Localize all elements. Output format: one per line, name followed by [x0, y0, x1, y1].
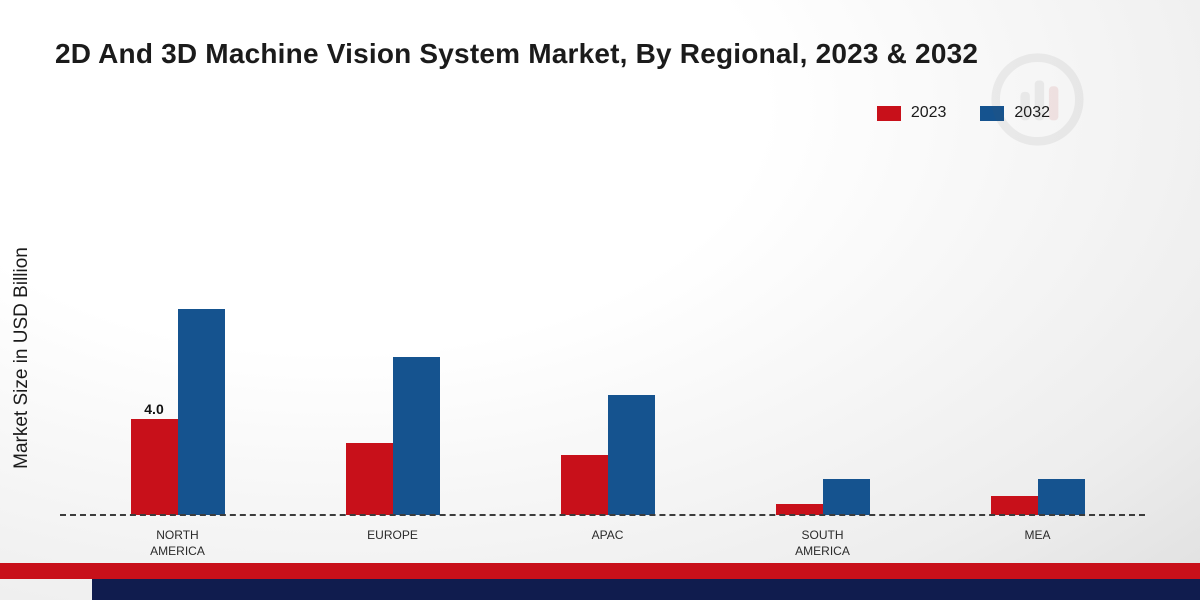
legend-swatch-icon — [980, 105, 1005, 121]
x-axis-baseline — [60, 514, 1145, 516]
category-label: APAC — [591, 528, 624, 542]
bar-2023 — [560, 455, 608, 515]
bar-value-label: 4.0 — [144, 401, 164, 417]
bar-2023 — [990, 495, 1038, 515]
bar-plot-area: 4.0 NORTH AMERICA EUROPE APAC SOUTH AMERICA M… — [70, 215, 1145, 558]
bar-2023 — [775, 504, 823, 515]
bar-group: MEA — [990, 479, 1085, 542]
legend: 2023 2032 — [876, 104, 1050, 122]
bar-group: 4.0 NORTH AMERICA — [130, 308, 225, 558]
legend-label: 2032 — [1014, 104, 1050, 121]
category-label: SOUTH AMERICA — [795, 528, 850, 559]
legend-item-2032: 2032 — [980, 104, 1050, 122]
page-title: 2D And 3D Machine Vision System Market, … — [55, 38, 979, 69]
y-axis-label: Market Size in USD Billion — [11, 247, 32, 469]
watermark-logo-icon — [991, 53, 1084, 146]
bar-group: EUROPE — [345, 356, 440, 542]
category-label: EUROPE — [367, 528, 418, 542]
bar-2032 — [1037, 479, 1085, 515]
bar-group: SOUTH AMERICA — [775, 479, 870, 558]
bar-2032 — [177, 308, 225, 515]
bar-2023: 4.0 — [130, 401, 178, 515]
bar-2032 — [392, 356, 440, 515]
bar-group: APAC — [560, 395, 655, 542]
legend-item-2023: 2023 — [876, 104, 947, 122]
bar-2023 — [345, 443, 393, 515]
category-label: NORTH AMERICA — [150, 528, 205, 559]
legend-label: 2023 — [910, 104, 947, 121]
category-label: MEA — [1024, 528, 1051, 542]
footer-navy-strip — [92, 579, 1200, 600]
legend-swatch-icon — [876, 105, 901, 121]
footer-red-strip — [0, 563, 1200, 579]
bar-2032 — [822, 479, 870, 515]
bar-2032 — [607, 395, 655, 515]
